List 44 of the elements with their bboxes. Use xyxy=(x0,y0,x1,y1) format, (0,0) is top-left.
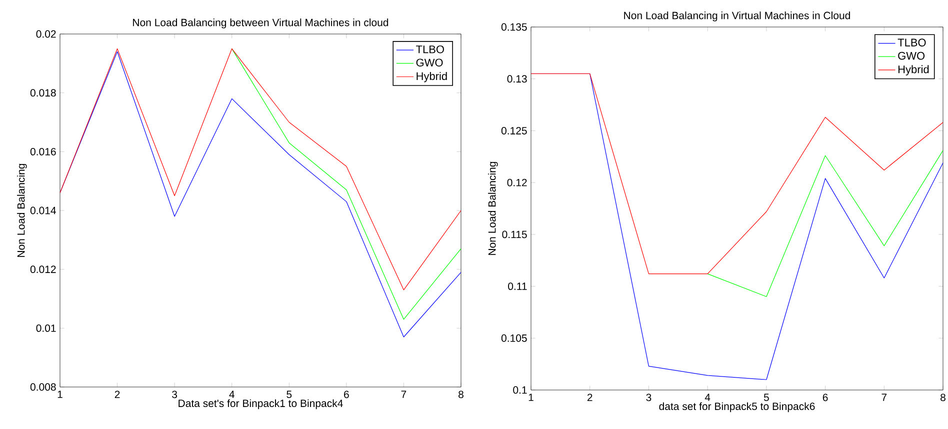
x-tick-label: 6 xyxy=(822,394,828,402)
y-tick-label: 0.125 xyxy=(501,127,527,134)
x-tick-label: 8 xyxy=(458,390,464,398)
y-tick-label: 0.13 xyxy=(507,75,527,83)
y-tick-label: 0.115 xyxy=(502,230,527,238)
legend-label: GWO xyxy=(898,52,925,60)
y-tick-label: 0.018 xyxy=(30,89,56,97)
y-tick-label: 0.016 xyxy=(30,148,56,156)
y-tick-label: 0.014 xyxy=(30,206,56,214)
x-tick-label: 2 xyxy=(587,394,592,402)
y-tick-label: 0.008 xyxy=(30,383,56,391)
legend-label: Hybrid xyxy=(416,72,447,82)
x-tick-label: 3 xyxy=(172,390,178,398)
legend-label: GWO xyxy=(416,58,443,67)
x-tick-label: 1 xyxy=(58,390,62,398)
x-tick-label: 8 xyxy=(940,394,946,402)
x-axis-title: data set for Binpack5 to Binpack6 xyxy=(659,402,815,412)
y-tick-label: 0.105 xyxy=(501,334,527,342)
y-tick-label: 0.1 xyxy=(513,386,527,394)
y-tick-label: 0.135 xyxy=(501,23,527,31)
x-tick-label: 4 xyxy=(229,390,234,398)
line-series xyxy=(707,150,944,297)
x-tick-label: 6 xyxy=(344,390,349,398)
x-tick-label: 1 xyxy=(528,394,534,401)
x-tick-label: 3 xyxy=(646,394,652,402)
y-tick-label: 0.012 xyxy=(30,266,56,274)
x-tick-label: 7 xyxy=(401,390,406,398)
x-tick-label: 5 xyxy=(764,394,769,402)
x-axis-title: Data set's for Binpack1 to Binpack4 xyxy=(178,399,343,410)
legend-label: TLBO xyxy=(898,38,926,46)
y-tick-label: 0.12 xyxy=(507,178,527,186)
legend-label: Hybrid xyxy=(898,65,929,76)
x-tick-label: 4 xyxy=(704,394,710,401)
chart-title: Non Load Balancing in Virtual Machines in Cloud xyxy=(624,12,850,22)
y-axis-title: Non Load Balancing xyxy=(488,162,498,255)
y-tick-label: 0.01 xyxy=(36,324,56,332)
y-axis-title: Non Load Balancing xyxy=(17,164,27,257)
y-tick-label: 0.11 xyxy=(508,282,527,290)
y-tick-label: 0.02 xyxy=(36,30,56,38)
x-tick-label: 5 xyxy=(286,390,292,398)
x-tick-label: 7 xyxy=(882,394,887,401)
legend-label: TLBO xyxy=(416,45,444,54)
chart-title: Non Load Balancing between Virtual Machines in cloud xyxy=(133,18,388,28)
x-tick-label: 2 xyxy=(114,390,120,398)
